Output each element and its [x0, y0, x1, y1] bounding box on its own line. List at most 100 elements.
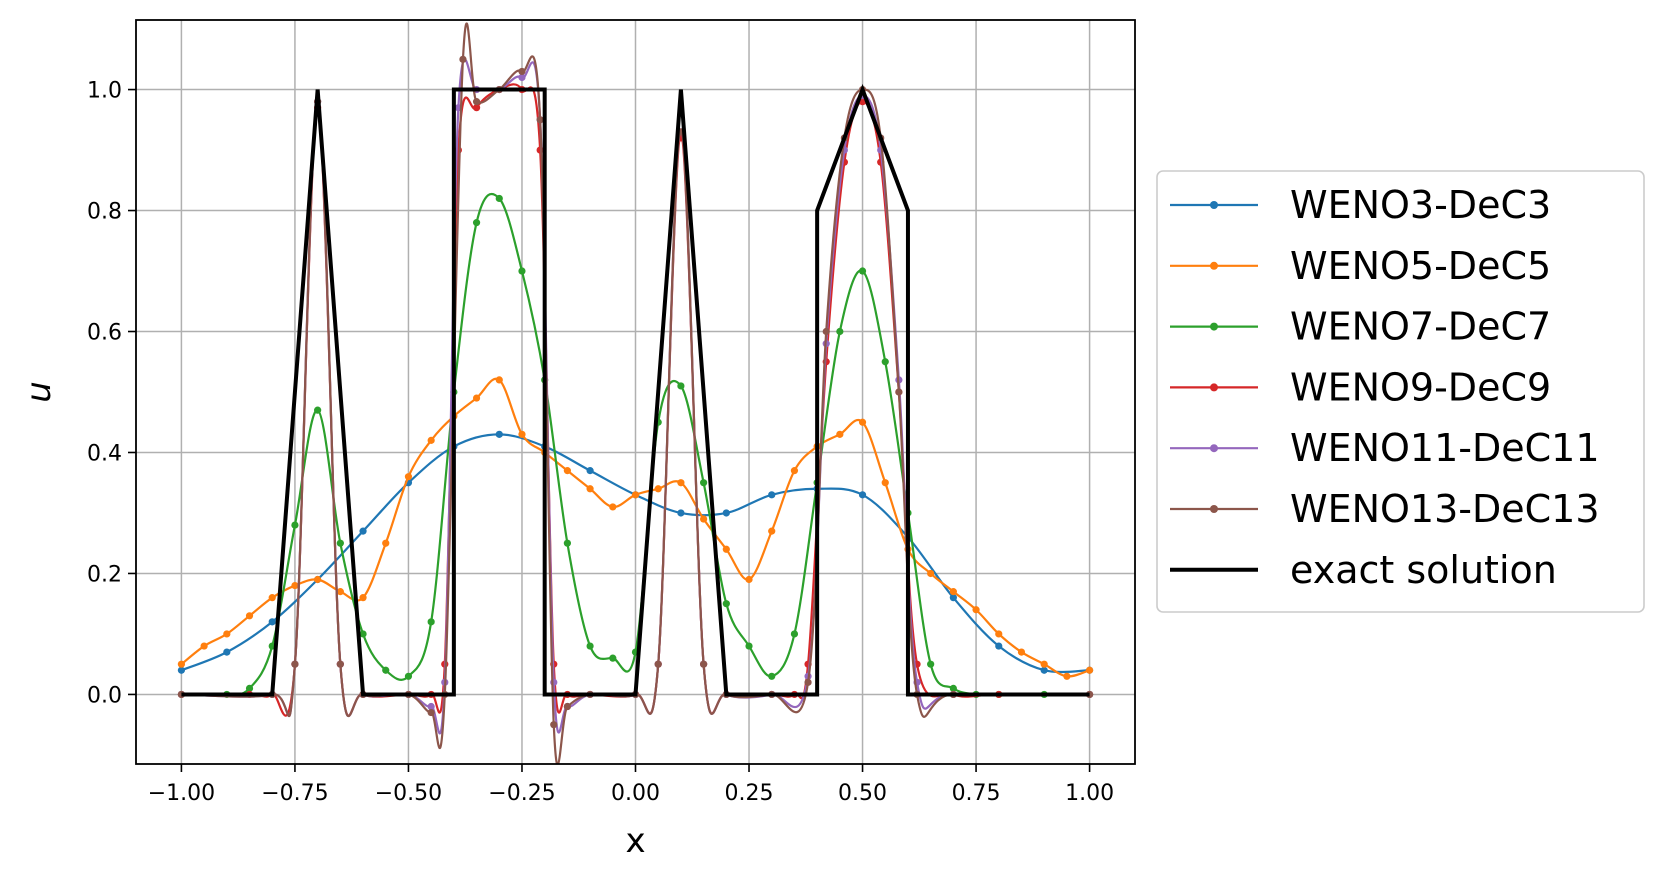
- data-point: [654, 485, 662, 493]
- legend-label: WENO5-DeC5: [1290, 244, 1551, 288]
- x-tick-label: −0.50: [375, 781, 442, 806]
- data-point: [586, 485, 594, 493]
- data-point: [177, 666, 186, 674]
- data-point: [536, 116, 544, 124]
- y-tick-label: 0.2: [87, 562, 122, 587]
- data-point: [336, 588, 344, 596]
- x-tick-label: −0.25: [488, 781, 555, 806]
- data-point: [472, 104, 481, 112]
- data-point: [563, 539, 571, 547]
- data-point: [631, 491, 640, 499]
- data-point: [790, 630, 799, 638]
- data-point: [291, 660, 299, 668]
- data-point: [268, 594, 276, 602]
- y-axis-label: u: [19, 381, 59, 403]
- legend-item: exact solution: [1170, 548, 1557, 592]
- data-point: [677, 509, 685, 517]
- x-tick-label: −1.00: [148, 781, 215, 806]
- data-point: [200, 642, 208, 650]
- data-point: [245, 612, 254, 620]
- legend-label: WENO3-DeC3: [1290, 183, 1551, 227]
- data-point: [245, 684, 254, 692]
- data-point: [472, 394, 481, 402]
- y-tick-label: 0.0: [87, 683, 122, 708]
- data-point: [768, 527, 776, 535]
- data-point: [518, 267, 526, 275]
- data-point: [518, 67, 526, 76]
- data-point: [722, 600, 730, 608]
- data-point: [427, 618, 435, 626]
- legend-item: WENO7-DeC7: [1170, 305, 1551, 349]
- legend-item: WENO3-DeC3: [1170, 183, 1551, 227]
- data-point: [472, 98, 481, 106]
- data-point: [472, 219, 481, 227]
- exact-solution-line: [181, 83, 1090, 697]
- data-point: [291, 581, 299, 590]
- data-point: [359, 630, 367, 638]
- series-exact-solution: [181, 83, 1090, 697]
- y-tick-label: 0.6: [87, 321, 122, 346]
- legend: WENO3-DeC3 WENO5-DeC5 WENO7-DeC7 WENO9-DeC9…: [1156, 170, 1645, 613]
- data-point: [836, 430, 844, 438]
- data-point: [745, 642, 753, 650]
- x-tick-label: 1.00: [1065, 781, 1114, 806]
- x-tick-label: 0.00: [611, 781, 660, 806]
- y-tick-label: 1.0: [87, 79, 122, 104]
- data-point: [404, 473, 413, 481]
- data-point: [881, 479, 889, 487]
- data-point: [359, 527, 367, 535]
- data-point: [550, 721, 558, 729]
- data-point: [268, 618, 276, 626]
- data-point: [382, 539, 390, 547]
- legend-swatch-marker: [1210, 505, 1218, 513]
- data-point: [382, 666, 390, 674]
- x-tick-label: −0.75: [261, 781, 328, 806]
- data-point: [822, 327, 830, 336]
- legend-item: WENO5-DeC5: [1170, 244, 1551, 288]
- data-point: [314, 406, 322, 414]
- data-point: [836, 327, 844, 336]
- axis-ticks: −1.00 −0.75 −0.50 −0.25 0.00 0.25 0.50 0.75 1.00…: [87, 79, 1114, 806]
- data-point: [563, 467, 571, 475]
- data-point: [1040, 660, 1048, 668]
- data-point: [495, 376, 503, 384]
- legend-label: exact solution: [1290, 548, 1557, 592]
- data-point: [858, 418, 867, 426]
- legend-item: WENO11-DeC11: [1170, 426, 1600, 470]
- legend-label: WENO13-DeC13: [1290, 487, 1600, 531]
- data-point: [336, 660, 344, 668]
- data-point: [359, 594, 367, 602]
- x-tick-label: 0.75: [952, 781, 1001, 806]
- data-point: [1063, 672, 1071, 680]
- data-point: [586, 642, 594, 650]
- data-point: [745, 575, 753, 584]
- plot-area: [177, 22, 1094, 764]
- data-point: [881, 358, 889, 366]
- legend-swatch-marker: [1210, 444, 1218, 453]
- data-point: [563, 702, 571, 711]
- data-point: [1040, 666, 1048, 674]
- data-point: [427, 436, 435, 444]
- data-point: [927, 660, 935, 668]
- legend-swatch-marker: [1210, 383, 1218, 392]
- data-point: [1085, 666, 1094, 674]
- legend-label: WENO11-DeC11: [1290, 426, 1600, 470]
- data-point: [291, 521, 299, 529]
- data-point: [949, 588, 957, 596]
- data-point: [177, 660, 186, 668]
- data-point: [1017, 648, 1026, 656]
- data-point: [895, 388, 903, 396]
- data-point: [609, 503, 617, 511]
- data-point: [790, 467, 799, 475]
- data-point: [972, 606, 980, 614]
- data-point: [949, 594, 957, 602]
- data-point: [858, 491, 867, 499]
- data-point: [949, 684, 957, 692]
- data-point: [427, 702, 435, 711]
- y-tick-label: 0.4: [87, 441, 122, 466]
- data-point: [768, 491, 776, 499]
- legend-swatch-marker: [1210, 201, 1218, 209]
- legend-label: WENO7-DeC7: [1290, 305, 1551, 349]
